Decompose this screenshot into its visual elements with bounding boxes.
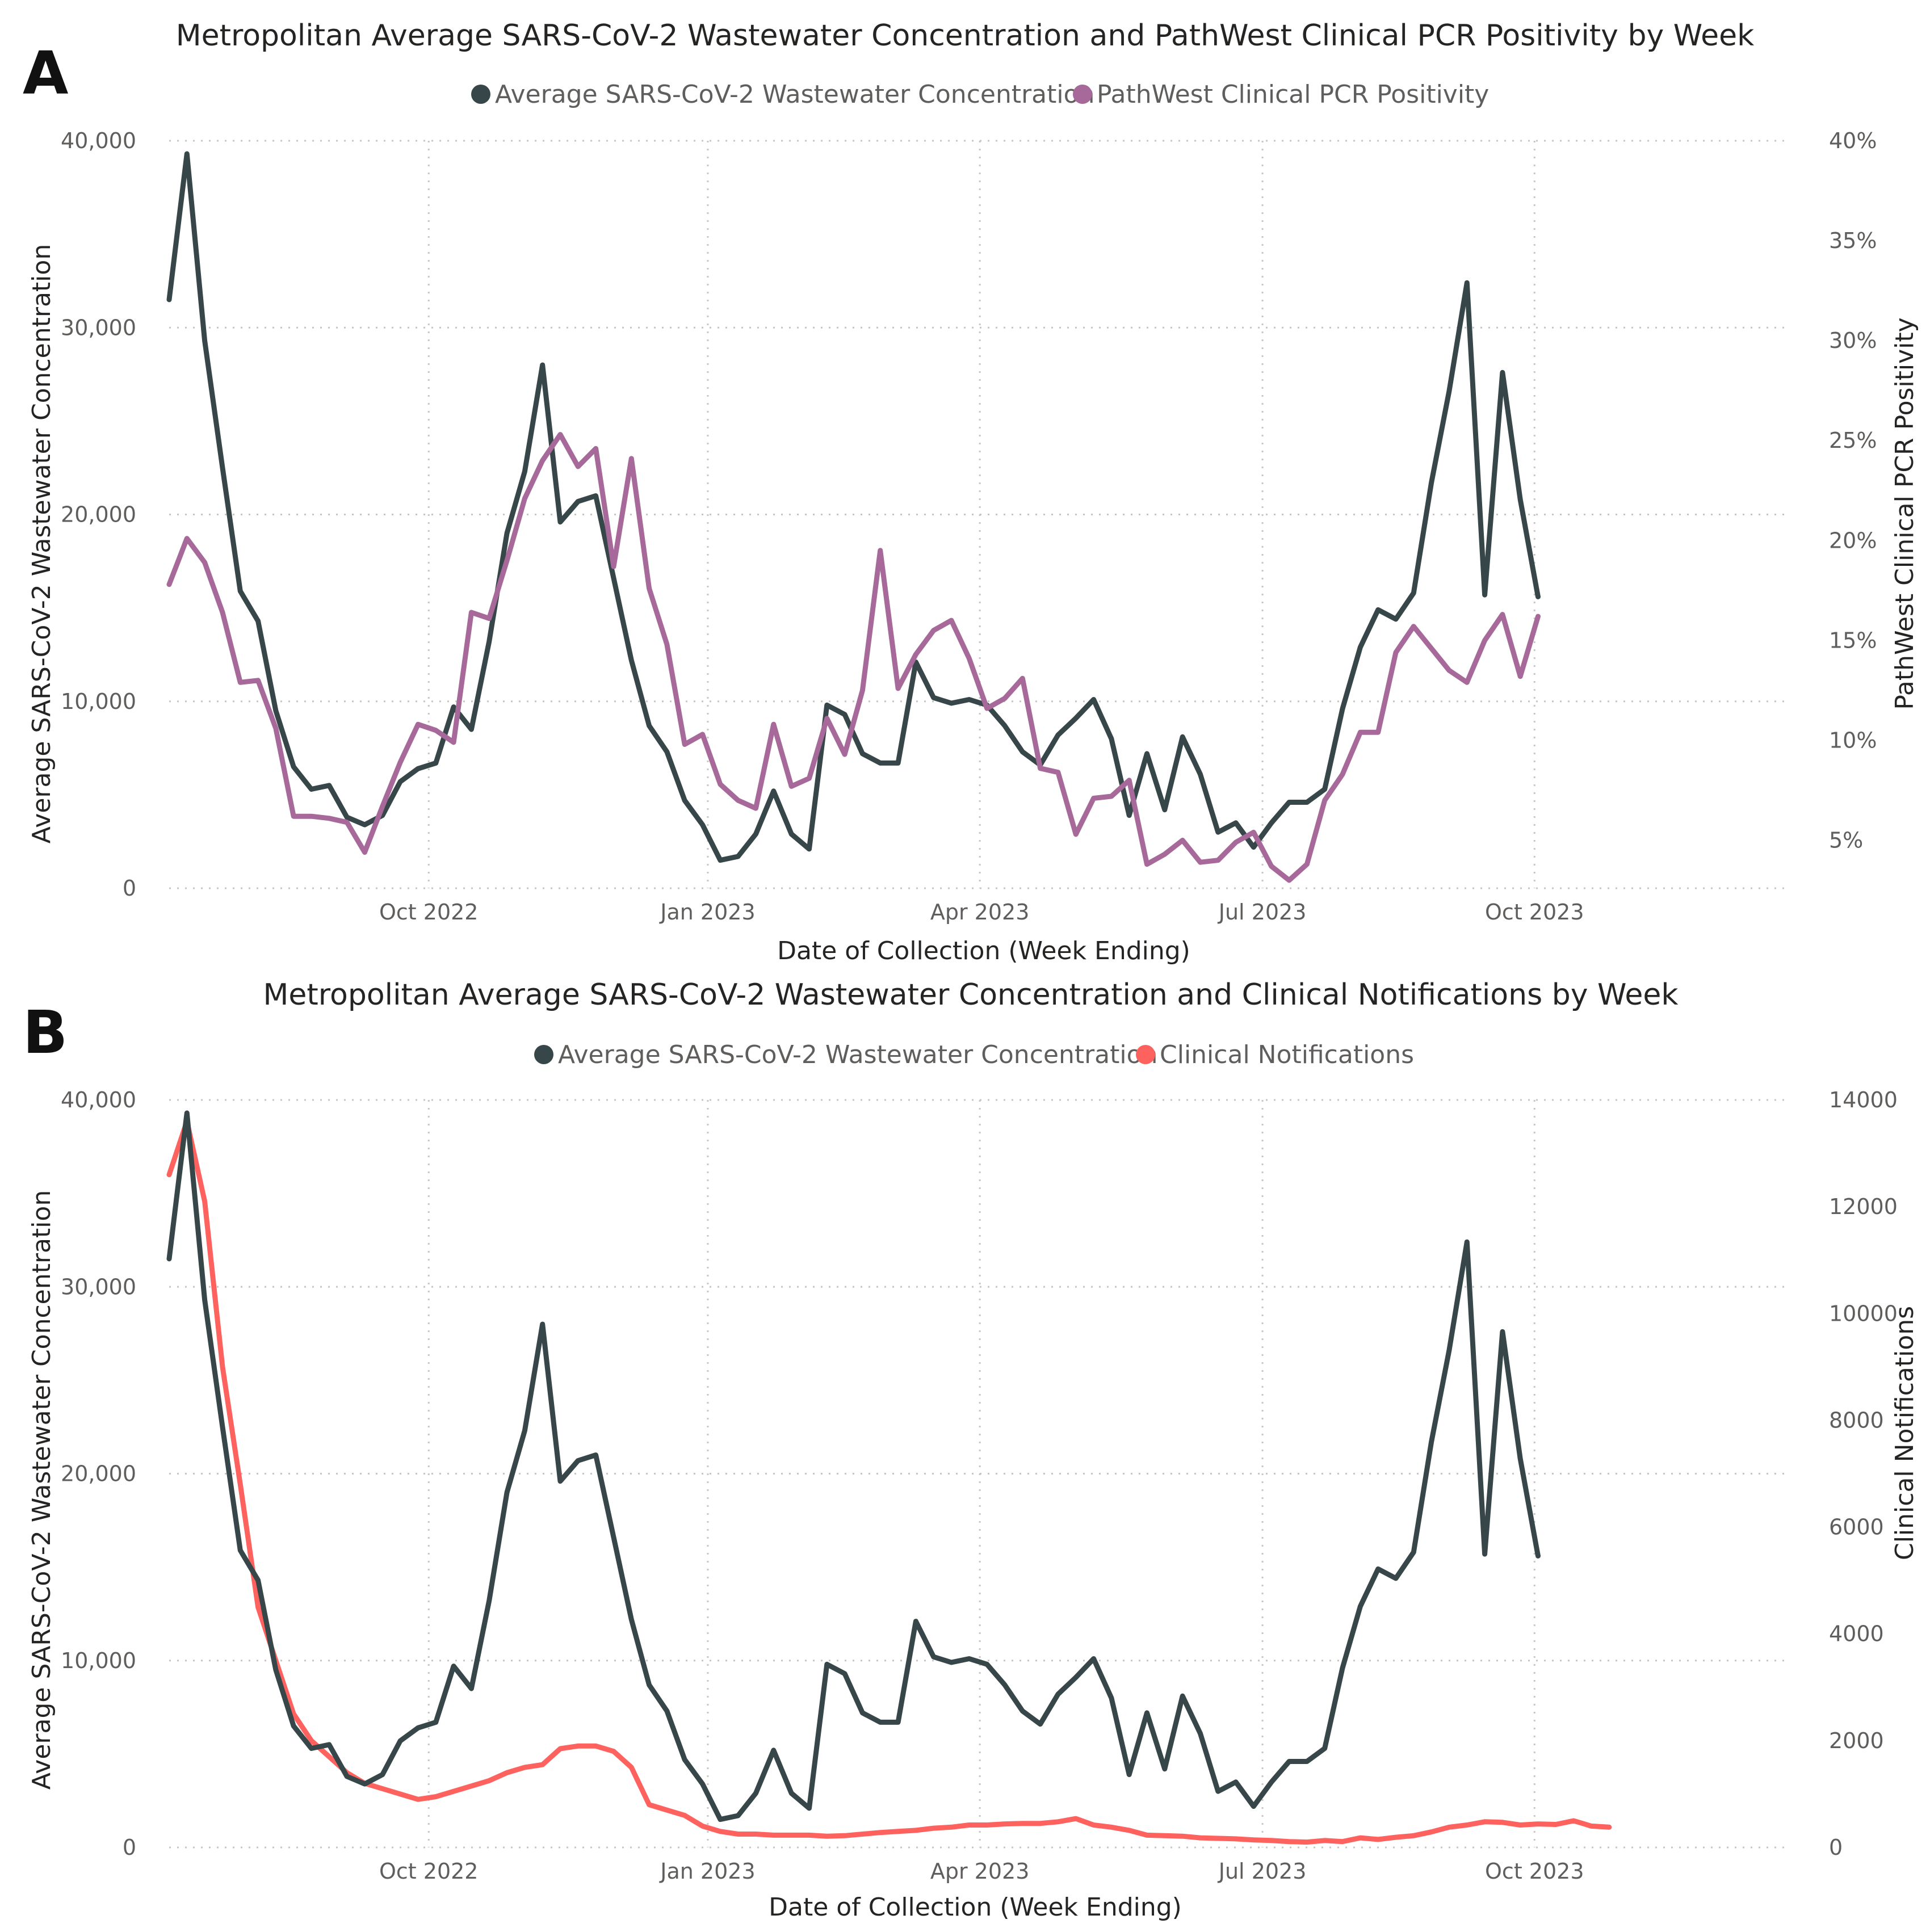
y-tick-label: 40,000 [61,128,136,153]
y-tick-label: 10,000 [61,689,136,714]
legend-item-positivity[interactable]: PathWest Clinical PCR Positivity [1073,80,1489,109]
chart-title: Metropolitan Average SARS-CoV-2 Wastewat… [263,978,1679,1012]
y2-tick-label: 2000 [1829,1728,1884,1753]
x-tick-label: Jul 2023 [1218,1859,1307,1884]
gridlines [169,140,1787,889]
y2-tick-label: 12000 [1829,1194,1898,1219]
legend-item-wastewater[interactable]: Average SARS-CoV-2 Wastewater Concentrat… [471,80,1094,109]
legend-label-notifications: Clinical Notifications [1160,1040,1414,1069]
x-tick-label: Jan 2023 [659,1859,755,1884]
y-tick-label: 20,000 [61,502,136,527]
x-tick-label: Apr 2023 [930,1859,1030,1884]
y-tick-label: 30,000 [61,1274,136,1299]
y-axis-right: 5% 10% 15% 20% 25% 30% 35% 40% [1829,128,1877,852]
y2-tick-label: 8000 [1829,1408,1884,1433]
y-tick-label: 20,000 [61,1461,136,1486]
y2-tick-label: 30% [1829,328,1877,353]
y2-axis-title: PathWest Clinical PCR Positivity [1890,317,1919,709]
legend-marker-wastewater [471,85,490,104]
legend-label-positivity: PathWest Clinical PCR Positivity [1097,80,1489,109]
y2-tick-label: 5% [1829,828,1863,852]
y2-tick-label: 6000 [1829,1515,1884,1540]
panel-b: B Metropolitan Average SARS-CoV-2 Wastew… [23,978,1919,1922]
x-axis: Oct 2022 Jan 2023 Apr 2023 Jul 2023 Oct 2023 [379,900,1584,925]
y2-tick-label: 4000 [1829,1622,1884,1647]
legend-item-wastewater[interactable]: Average SARS-CoV-2 Wastewater Concentrat… [534,1040,1157,1069]
notifications-line [166,1119,1612,1845]
y-axis-right: 0 2000 4000 6000 8000 10000 12000 14000 [1829,1087,1898,1860]
y2-tick-label: 20% [1829,528,1877,553]
panel-a: A Metropolitan Average SARS-CoV-2 Wastew… [23,19,1919,965]
y2-tick-label: 10000 [1829,1301,1898,1326]
x-tick-label: Oct 2022 [379,900,479,925]
legend: Average SARS-CoV-2 Wastewater Concentrat… [534,1040,1414,1069]
legend-marker-positivity [1073,85,1092,104]
y-axis-title: Average SARS-CoV-2 Wastewater Concentrat… [27,244,56,843]
y2-tick-label: 15% [1829,628,1877,653]
positivity-line [166,432,1541,883]
y-tick-label: 0 [123,1835,136,1860]
legend: Average SARS-CoV-2 Wastewater Concentrat… [471,80,1489,109]
y2-tick-label: 14000 [1829,1087,1898,1112]
legend-label-wastewater: Average SARS-CoV-2 Wastewater Concentrat… [495,80,1094,109]
x-tick-label: Jan 2023 [659,900,755,925]
y2-tick-label: 0 [1829,1835,1843,1860]
x-tick-label: Apr 2023 [930,900,1030,925]
x-tick-label: Oct 2023 [1485,1859,1584,1884]
x-axis-title: Date of Collection (Week Ending) [777,936,1190,965]
wastewater-line [166,1110,1541,1822]
x-axis: Oct 2022 Jan 2023 Apr 2023 Jul 2023 Oct 2023 [379,1859,1584,1884]
y-axis-left: 0 10,000 20,000 30,000 40,000 [61,1087,136,1860]
legend-label-wastewater: Average SARS-CoV-2 Wastewater Concentrat… [558,1040,1157,1069]
y2-axis-title: Clinical Notifications [1890,1306,1919,1560]
y-tick-label: 10,000 [61,1648,136,1673]
y2-tick-label: 40% [1829,128,1877,153]
chart-title: Metropolitan Average SARS-CoV-2 Wastewat… [176,19,1755,53]
legend-item-notifications[interactable]: Clinical Notifications [1136,1040,1414,1069]
x-tick-label: Jul 2023 [1218,900,1307,925]
x-tick-label: Oct 2022 [379,1859,479,1884]
y-tick-label: 30,000 [61,315,136,340]
y2-tick-label: 25% [1829,428,1877,453]
y-axis-left: 0 10,000 20,000 30,000 40,000 [61,128,136,901]
legend-marker-notifications [1136,1045,1155,1064]
panel-label: A [23,39,69,108]
gridlines [169,1099,1787,1849]
series [166,151,1541,883]
panel-label: B [23,998,68,1067]
x-axis-title: Date of Collection (Week Ending) [769,1893,1182,1922]
y-axis-title: Average SARS-CoV-2 Wastewater Concentrat… [27,1190,56,1790]
legend-marker-wastewater [534,1045,553,1064]
x-tick-label: Oct 2023 [1485,900,1584,925]
y-tick-label: 40,000 [61,1087,136,1112]
wastewater-line [166,151,1541,863]
y2-tick-label: 10% [1829,728,1877,753]
y-tick-label: 0 [123,876,136,901]
series [166,1110,1612,1845]
y2-tick-label: 35% [1829,228,1877,253]
